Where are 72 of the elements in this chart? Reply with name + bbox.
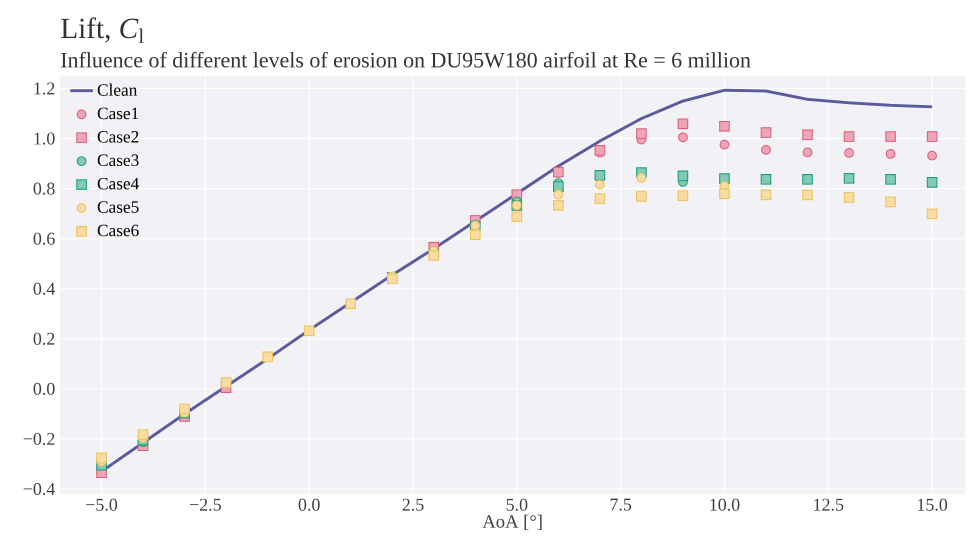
x-axis-title: AoA [°] xyxy=(482,514,542,530)
legend-label: Case3 xyxy=(98,154,139,166)
point xyxy=(304,325,314,336)
point xyxy=(802,147,812,158)
chart-subtitle: Influence of different levels of erosion on DU95W180 airfoil at Re = 6 million xyxy=(61,52,751,68)
x-tick-label: 2.5 xyxy=(402,498,424,511)
legend-label: Clean xyxy=(98,84,138,96)
point xyxy=(138,429,148,440)
point xyxy=(844,148,854,158)
y-tick-label: 1.2 xyxy=(34,82,54,95)
point xyxy=(844,192,854,203)
point xyxy=(594,170,606,181)
point xyxy=(96,452,107,464)
point xyxy=(636,172,646,183)
point xyxy=(512,211,522,222)
point xyxy=(719,120,730,132)
point xyxy=(636,128,647,139)
point xyxy=(636,191,647,202)
point xyxy=(802,190,813,200)
point xyxy=(179,404,190,414)
legend-label: Case1 xyxy=(98,108,138,120)
y-tick-label: 0.4 xyxy=(34,282,56,295)
point xyxy=(802,174,813,185)
point xyxy=(885,196,896,208)
legend-label: Case6 xyxy=(98,224,139,236)
point xyxy=(760,174,772,185)
y-tick-label: 1.0 xyxy=(34,132,55,145)
y-tick-label: 0.8 xyxy=(34,182,55,195)
x-tick-label: −5.0 xyxy=(86,498,118,511)
point xyxy=(470,229,481,240)
legend-label: Case5 xyxy=(98,201,139,213)
x-tick-label: 5.0 xyxy=(506,498,528,511)
point xyxy=(678,118,688,130)
point xyxy=(844,173,854,184)
legend-label: Case2 xyxy=(98,131,138,143)
point xyxy=(594,193,606,204)
point xyxy=(926,177,938,188)
x-tick-label: −2.5 xyxy=(190,498,221,511)
point xyxy=(761,144,771,155)
point xyxy=(802,130,813,140)
y-tick-label: −0.2 xyxy=(24,432,54,446)
point xyxy=(678,132,688,142)
point xyxy=(760,190,772,200)
legend-label: Case4 xyxy=(98,178,139,190)
point xyxy=(553,190,564,200)
point xyxy=(678,190,688,201)
point xyxy=(760,127,772,138)
chart-title: Lift, C$_{l}$ xyxy=(61,17,144,43)
point xyxy=(886,148,896,159)
point xyxy=(927,150,938,161)
point xyxy=(220,377,232,388)
x-tick-label: 10.0 xyxy=(710,498,740,511)
y-tick-label: 0.2 xyxy=(34,332,54,345)
point xyxy=(926,208,938,220)
point xyxy=(262,352,273,362)
x-tick-label: 15.0 xyxy=(918,498,948,511)
point xyxy=(594,180,605,190)
y-tick-label: 0.0 xyxy=(34,382,55,395)
x-tick-label: 7.5 xyxy=(610,498,632,511)
point xyxy=(720,140,730,150)
x-tick-label: 12.5 xyxy=(814,498,844,511)
point xyxy=(345,298,356,310)
y-tick-label: 0.6 xyxy=(34,232,55,245)
point xyxy=(885,131,896,142)
point xyxy=(844,131,854,142)
x-tick-label: 0.0 xyxy=(298,498,320,511)
y-tick-label: −0.4 xyxy=(24,482,56,496)
point xyxy=(926,131,938,142)
point xyxy=(678,170,688,182)
point xyxy=(885,174,896,185)
point xyxy=(719,188,730,199)
point xyxy=(553,200,564,211)
